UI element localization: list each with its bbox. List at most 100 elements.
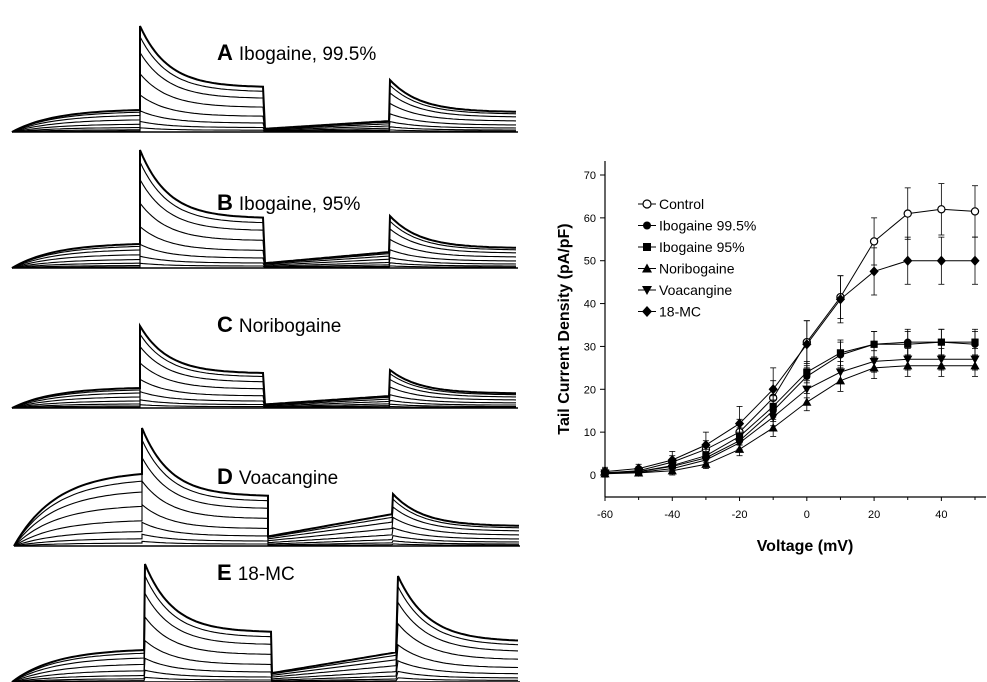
panel-label-a: A Ibogaine, 99.5% — [217, 40, 376, 65]
plot-series — [600, 183, 980, 478]
series-18-mc — [600, 236, 980, 477]
legend-marker — [642, 263, 652, 273]
data-point — [701, 456, 711, 465]
data-point — [734, 439, 745, 448]
current-trace — [11, 255, 516, 269]
panel-compound-name: Noribogaine — [239, 316, 341, 337]
y-tick-label: 10 — [584, 427, 596, 439]
current-trace — [11, 149, 517, 269]
x-tick-label: -60 — [597, 509, 613, 521]
series-voacangine — [600, 348, 980, 478]
legend-label: Voacangine — [659, 282, 732, 298]
data-point — [802, 385, 812, 394]
data-point — [870, 340, 878, 348]
y-tick-label: 40 — [584, 299, 596, 311]
data-point — [903, 355, 913, 364]
y-axis-ticks: 0 10 20 30 40 50 60 70 — [584, 170, 605, 482]
x-tick-label: -20 — [732, 509, 748, 521]
iv-chart: -60 -40 -20 0 20 40 0 10 20 30 40 50 60 70 Voltage (… — [556, 161, 986, 555]
data-point — [701, 439, 711, 451]
data-point — [936, 355, 946, 364]
legend-marker — [643, 243, 651, 251]
current-trace — [11, 120, 516, 133]
current-trace — [13, 439, 520, 547]
current-trace — [11, 563, 519, 682]
series-line — [604, 260, 975, 473]
panel-letter: A — [217, 40, 233, 65]
panel-letter: B — [217, 190, 233, 215]
data-point — [970, 355, 980, 364]
legend-marker — [642, 286, 652, 295]
legend-marker — [643, 221, 651, 230]
current-trace — [11, 657, 518, 682]
x-tick-label: 0 — [804, 509, 810, 521]
panel-compound-name: Voacangine — [239, 468, 338, 489]
y-tick-label: 50 — [584, 256, 596, 268]
data-point — [937, 338, 945, 346]
current-trace — [11, 322, 516, 409]
current-trace — [11, 669, 519, 682]
trace-panel-b — [11, 149, 518, 269]
series-line — [604, 358, 975, 474]
panel-compound-name: 18-MC — [238, 564, 295, 585]
legend-marker — [642, 199, 652, 209]
y-tick-label: 60 — [584, 213, 596, 225]
data-point — [768, 384, 778, 395]
data-point — [634, 463, 644, 474]
data-point — [970, 255, 980, 266]
legend-item: Noribogaine — [638, 261, 735, 277]
y-tick-label: 30 — [584, 341, 596, 353]
panel-compound-name: Ibogaine, 99.5% — [239, 44, 376, 65]
y-tick-label: 0 — [590, 470, 596, 482]
current-trace — [11, 25, 517, 133]
data-point — [667, 464, 677, 474]
panel-letter: E — [217, 560, 232, 585]
x-tick-label: -40 — [664, 509, 680, 521]
data-point — [971, 338, 979, 346]
current-trace — [11, 591, 519, 682]
panel-label-e: E 18-MC — [217, 560, 295, 585]
data-point — [768, 413, 778, 422]
panel-label-d: D Voacangine — [217, 464, 338, 489]
current-trace — [11, 615, 519, 682]
x-axis-ticks: -60 -40 -20 0 20 40 — [597, 497, 976, 521]
data-point — [802, 397, 812, 406]
legend-label: Control — [659, 196, 704, 212]
data-point — [937, 205, 946, 214]
series-line — [604, 365, 975, 475]
data-point — [869, 357, 879, 367]
current-trace — [13, 521, 520, 547]
current-traces — [11, 25, 520, 682]
panel-label-c: C Noribogaine — [217, 312, 341, 337]
trace-panel-e — [11, 563, 520, 682]
current-trace — [11, 639, 519, 682]
legend-item: 18-MC — [638, 304, 701, 320]
data-point — [936, 255, 946, 266]
legend-marker — [642, 306, 652, 317]
legend-label: 18-MC — [659, 304, 701, 320]
panel-label-b: B Ibogaine, 95% — [217, 190, 360, 215]
data-point — [904, 340, 912, 348]
data-point — [835, 368, 846, 377]
legend-item: Ibogaine 99.5% — [638, 218, 756, 234]
data-point — [802, 339, 812, 350]
current-trace — [11, 399, 516, 409]
data-point — [869, 237, 879, 246]
y-axis-title: Tail Current Density (pA/pF) — [556, 223, 573, 434]
current-trace — [11, 676, 518, 682]
series-line — [604, 341, 976, 474]
legend-item: Voacangine — [638, 282, 732, 298]
panel-letter: D — [217, 464, 233, 489]
panel-labels: A Ibogaine, 99.5% B Ibogaine, 95% C Noribogai… — [217, 40, 376, 585]
data-point — [869, 266, 879, 277]
data-point — [903, 209, 912, 218]
current-trace — [11, 262, 516, 269]
data-point — [600, 466, 610, 477]
current-trace — [11, 575, 519, 682]
data-point — [667, 454, 677, 466]
x-axis-title: Voltage (mV) — [757, 538, 854, 555]
y-tick-label: 70 — [584, 170, 596, 182]
legend-item: Ibogaine 95% — [638, 239, 745, 255]
panel-compound-name: Ibogaine, 95% — [239, 194, 361, 215]
